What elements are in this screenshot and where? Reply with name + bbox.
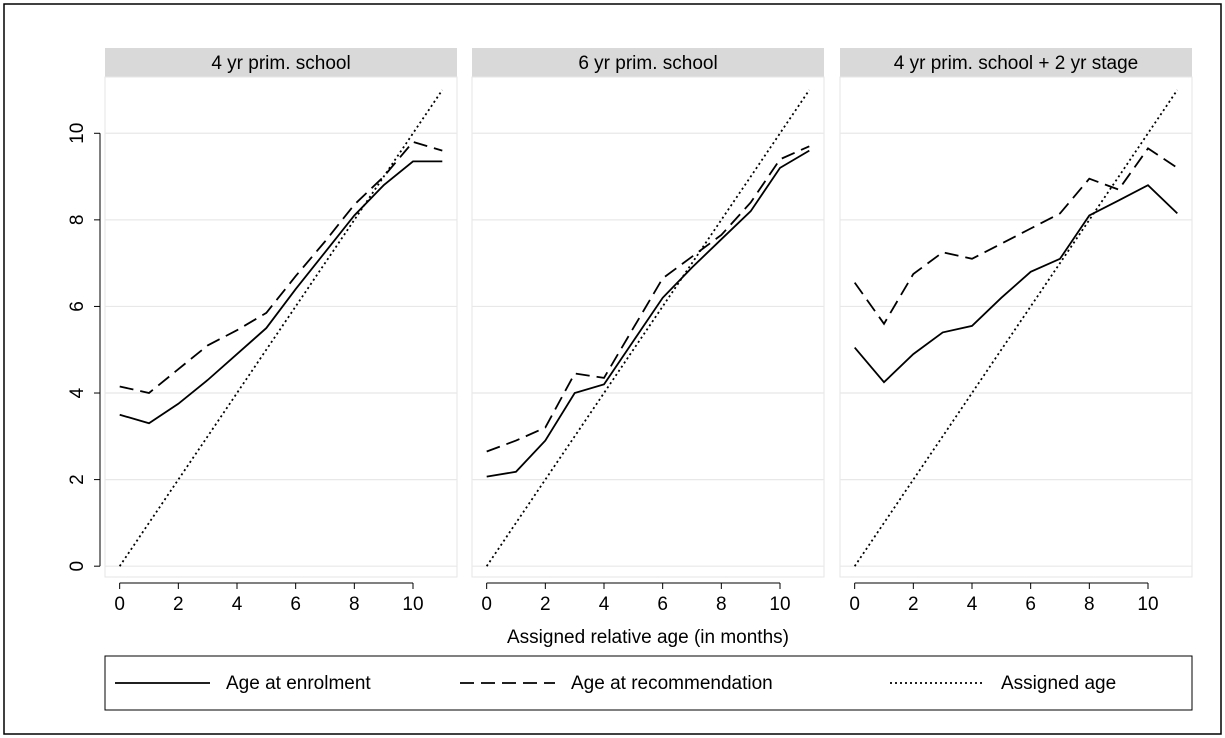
panel-title: 4 yr prim. school — [211, 53, 350, 74]
x-tick-label: 6 — [657, 594, 668, 615]
x-tick-label: 0 — [481, 594, 492, 615]
series-line — [119, 140, 443, 394]
series-line — [853, 147, 1178, 326]
x-tick-label: 2 — [540, 594, 551, 615]
plot-area — [839, 76, 1193, 578]
x-tick-label: 0 — [114, 594, 125, 615]
strip — [472, 48, 824, 77]
x-tick-label: 4 — [967, 594, 978, 615]
strip — [105, 48, 457, 77]
x-tick-label: 8 — [349, 594, 360, 615]
series-line — [486, 145, 810, 453]
plot-area — [471, 76, 825, 578]
legend-label: Assigned age — [1001, 673, 1116, 694]
series-line — [853, 89, 1179, 567]
series-line — [485, 89, 811, 567]
x-tick-label: 6 — [290, 594, 301, 615]
panel-title: 4 yr prim. school + 2 yr stage — [894, 53, 1138, 74]
panel-title: 6 yr prim. school — [578, 53, 717, 74]
series-line — [854, 184, 1178, 384]
x-tick-label: 8 — [1084, 594, 1095, 615]
x-tick-label: 10 — [769, 594, 790, 615]
y-tick-label: 8 — [67, 215, 88, 226]
series-line — [486, 149, 810, 478]
y-tick-label: 10 — [67, 123, 88, 144]
legend-label: Age at recommendation — [571, 673, 773, 694]
series-line — [118, 89, 444, 567]
x-tick-label: 10 — [402, 594, 423, 615]
x-axis-label: Assigned relative age (in months) — [507, 627, 789, 648]
x-tick-label: 0 — [849, 594, 860, 615]
series-line — [119, 160, 443, 425]
x-tick-label: 8 — [716, 594, 727, 615]
x-tick-label: 2 — [173, 594, 184, 615]
legend-label: Age at enrolment — [226, 673, 371, 694]
x-tick-label: 4 — [232, 594, 243, 615]
y-tick-label: 2 — [67, 474, 88, 485]
strip — [840, 48, 1192, 77]
legend-box — [104, 655, 1193, 711]
y-tick-label: 6 — [67, 301, 88, 312]
x-tick-label: 2 — [908, 594, 919, 615]
x-tick-label: 4 — [599, 594, 610, 615]
x-tick-label: 10 — [1137, 594, 1158, 615]
x-tick-label: 6 — [1025, 594, 1036, 615]
y-tick-label: 0 — [67, 561, 88, 572]
plot-area — [104, 76, 458, 578]
y-tick-label: 4 — [67, 387, 88, 398]
